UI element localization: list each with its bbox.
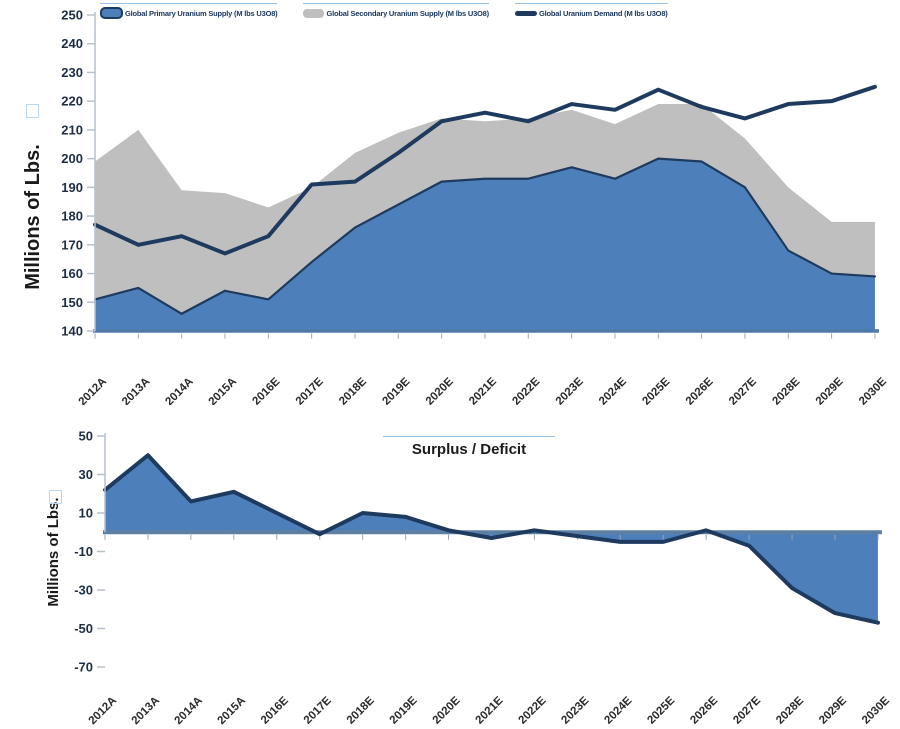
primary-supply-swatch-icon — [100, 7, 123, 19]
legend-label-secondary-supply: Global Secondary Uranium Supply (M lbs U… — [326, 8, 489, 18]
svg-text:2017E: 2017E — [294, 375, 326, 405]
svg-text:2021E: 2021E — [467, 375, 499, 405]
svg-text:2025E: 2025E — [645, 694, 677, 726]
svg-text:2025E: 2025E — [640, 375, 672, 405]
svg-text:2016E: 2016E — [259, 694, 291, 726]
secondary-supply-swatch-icon — [303, 8, 325, 18]
surplus-deficit-area-chart: 50 30 10 -10 -30 -50 -70 2012A 2013A 2014A 2015A 20… — [74, 429, 892, 728]
svg-text:160: 160 — [61, 266, 83, 281]
svg-text:140: 140 — [61, 323, 83, 338]
chart-legend: Global Primary Uranium Supply (M lbs U3O… — [100, 3, 668, 19]
svg-text:10: 10 — [79, 506, 93, 521]
legend-label-demand: Global Uranium Demand (M lbs U3O8) — [538, 8, 668, 18]
svg-text:2023E: 2023E — [559, 694, 591, 726]
svg-text:2014A: 2014A — [173, 695, 205, 727]
svg-text:150: 150 — [61, 295, 83, 310]
svg-text:2014A: 2014A — [163, 376, 195, 405]
svg-text:-10: -10 — [74, 544, 93, 559]
svg-text:2012A: 2012A — [87, 695, 119, 727]
svg-text:2019E: 2019E — [380, 375, 412, 405]
svg-text:180: 180 — [61, 209, 83, 224]
svg-text:2016E: 2016E — [250, 375, 282, 405]
svg-text:2028E: 2028E — [770, 375, 802, 405]
svg-text:220: 220 — [61, 94, 83, 109]
svg-text:-50: -50 — [74, 621, 93, 636]
legend-item-secondary-supply: Global Secondary Uranium Supply (M lbs U… — [303, 3, 489, 19]
svg-text:200: 200 — [61, 151, 83, 166]
svg-text:50: 50 — [79, 429, 93, 444]
svg-text:2030E: 2030E — [860, 694, 892, 726]
svg-text:2022E: 2022E — [517, 694, 549, 726]
svg-text:-30: -30 — [74, 583, 93, 598]
textbox-handle-artifact — [49, 490, 62, 504]
svg-text:2012A: 2012A — [77, 376, 109, 405]
svg-text:2030E: 2030E — [857, 375, 889, 405]
svg-text:240: 240 — [61, 36, 83, 51]
svg-text:2024E: 2024E — [602, 694, 634, 726]
svg-text:210: 210 — [61, 122, 83, 137]
svg-text:2029E: 2029E — [817, 694, 849, 726]
legend-label-primary-supply: Global Primary Uranium Supply (M lbs U3O… — [125, 8, 278, 18]
svg-text:2015A: 2015A — [215, 695, 247, 727]
svg-text:2022E: 2022E — [510, 375, 542, 405]
legend-item-demand: Global Uranium Demand (M lbs U3O8) — [514, 3, 668, 19]
svg-text:2026E: 2026E — [684, 375, 716, 405]
svg-text:2021E: 2021E — [474, 694, 506, 726]
svg-text:2029E: 2029E — [814, 375, 846, 405]
svg-text:2026E: 2026E — [688, 694, 720, 726]
svg-text:2013A: 2013A — [130, 695, 162, 727]
svg-text:2028E: 2028E — [774, 694, 806, 726]
svg-text:2017E: 2017E — [302, 694, 334, 726]
svg-text:2027E: 2027E — [727, 375, 759, 405]
svg-text:2018E: 2018E — [345, 694, 377, 726]
svg-text:2027E: 2027E — [731, 694, 763, 726]
svg-text:230: 230 — [61, 65, 83, 80]
svg-text:190: 190 — [61, 180, 83, 195]
svg-text:2020E: 2020E — [424, 375, 456, 405]
legend-item-primary-supply: Global Primary Uranium Supply (M lbs U3O… — [100, 3, 278, 19]
svg-text:-70: -70 — [74, 660, 93, 675]
supply-demand-area-chart: 250 240 230 220 210 200 190 180 170 160 150 140 2012… — [61, 8, 889, 406]
svg-text:2024E: 2024E — [597, 375, 629, 405]
svg-text:2018E: 2018E — [337, 375, 369, 405]
textbox-handle-artifact — [26, 104, 39, 118]
svg-text:2020E: 2020E — [431, 694, 463, 726]
svg-text:2013A: 2013A — [120, 376, 152, 405]
svg-text:2023E: 2023E — [554, 375, 586, 405]
demand-line-swatch-icon — [514, 10, 537, 16]
svg-text:250: 250 — [61, 8, 83, 23]
svg-text:170: 170 — [61, 237, 83, 252]
svg-text:2019E: 2019E — [388, 694, 420, 726]
svg-text:2015A: 2015A — [207, 376, 239, 405]
bottom-chart-title: Surplus / Deficit — [383, 436, 555, 458]
svg-text:30: 30 — [79, 467, 93, 482]
